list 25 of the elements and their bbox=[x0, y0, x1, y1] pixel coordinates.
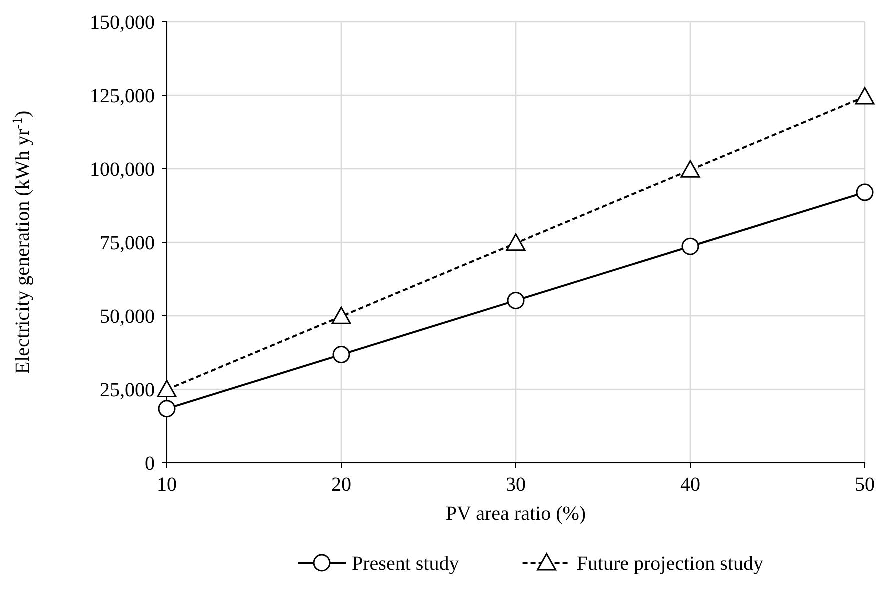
y-tick-label: 150,000 bbox=[90, 12, 155, 34]
y-tick-label: 25,000 bbox=[100, 380, 155, 402]
x-tick-label: 30 bbox=[506, 474, 526, 496]
x-tick-label: 10 bbox=[157, 474, 177, 496]
x-axis-title: PV area ratio (%) bbox=[446, 503, 586, 525]
y-tick-label: 50,000 bbox=[100, 306, 155, 328]
point bbox=[332, 306, 352, 324]
x-tick-label: 40 bbox=[680, 474, 700, 496]
x-tick-label: 50 bbox=[855, 474, 875, 496]
y-tick-label: 125,000 bbox=[90, 86, 155, 108]
point bbox=[855, 87, 875, 105]
point bbox=[856, 184, 874, 202]
y-tick-label: 100,000 bbox=[90, 159, 155, 181]
point bbox=[157, 380, 177, 398]
point bbox=[158, 400, 176, 418]
point bbox=[680, 160, 700, 178]
y-tick-label: 75,000 bbox=[100, 232, 155, 254]
x-tick-label: 20 bbox=[332, 474, 352, 496]
point bbox=[332, 346, 350, 364]
legend-label: Present study bbox=[352, 553, 460, 575]
legend-label: Future projection study bbox=[576, 553, 764, 575]
point bbox=[682, 238, 700, 256]
point bbox=[506, 234, 526, 252]
y-tick-label: 0 bbox=[145, 453, 155, 475]
point bbox=[507, 292, 525, 310]
